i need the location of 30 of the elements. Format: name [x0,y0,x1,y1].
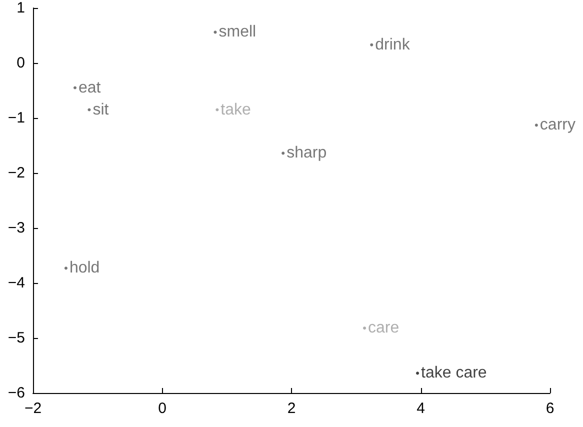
y-tick-label: 0 [16,54,25,72]
point [363,326,366,330]
point [64,266,68,270]
x-tick-label: 0 [158,400,166,417]
series-label: carry [540,116,576,134]
point [534,124,538,127]
point [370,43,374,46]
y-tick-label: −4 [8,274,25,292]
series-label: take care [421,364,487,382]
y-tick-label: 1 [16,0,25,16]
series-label: sharp [286,144,327,162]
point [88,108,91,112]
y-tick-label: −5 [8,330,25,346]
x-tick-label: 4 [416,400,425,417]
series-label: care [368,320,400,337]
y-tick-label: −1 [8,110,25,126]
x-tick-label: 6 [546,400,554,417]
y-tick-label: −3 [8,220,25,236]
series-label: hold [69,260,100,277]
series-label: drink [375,36,411,54]
y-tick-label: −2 [8,164,25,182]
series-label: smell [218,24,256,41]
point [74,86,77,90]
point [282,152,285,155]
x-tick-label: 2 [287,400,296,417]
y-tick-label: −6 [8,384,25,402]
series-label: take [220,101,252,118]
point [416,372,420,375]
series-label: sit [92,101,110,118]
series-label: eat [78,79,102,96]
